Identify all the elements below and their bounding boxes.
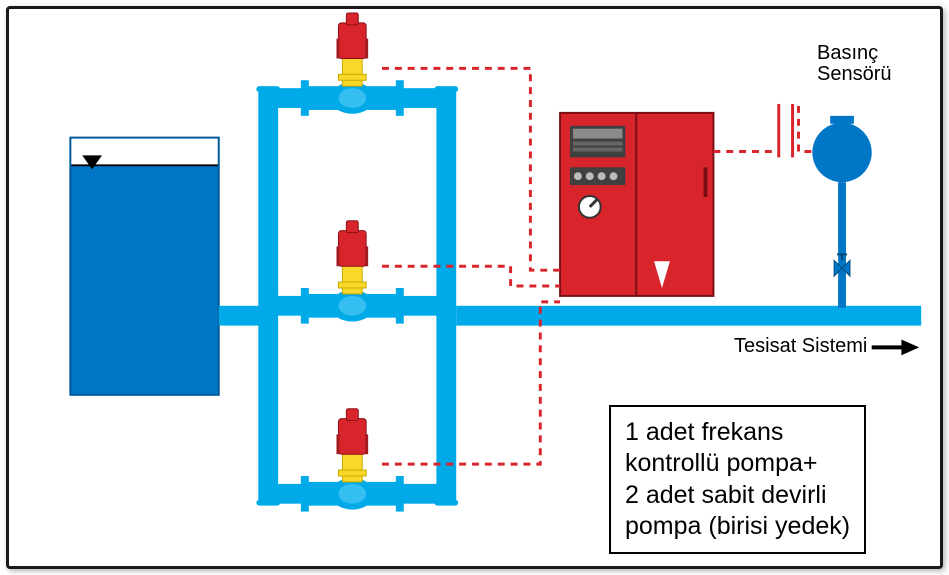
pump-1	[301, 13, 404, 116]
water-tank	[70, 138, 218, 395]
pump-3	[301, 409, 404, 512]
sensor-label: Basınç Sensörü	[817, 43, 892, 85]
system-label: Tesisat Sistemi	[734, 335, 867, 358]
control-panel	[560, 113, 713, 296]
info-line-3: 2 adet sabit devirli	[625, 480, 850, 511]
sensor-label-line2: Sensörü	[817, 63, 892, 85]
diagram-frame: Basınç Sensörü Tesisat Sistemi 1 adet fr…	[6, 6, 943, 569]
sensor-label-line1: Basınç	[817, 42, 878, 64]
pump-2	[301, 221, 404, 324]
info-box: 1 adet frekans kontrollü pompa+ 2 adet s…	[609, 405, 866, 554]
info-line-2: kontrollü pompa+	[625, 448, 850, 479]
pressure-sensor	[812, 116, 871, 308]
info-line-1: 1 adet frekans	[625, 417, 850, 448]
flow-arrow-icon	[872, 339, 919, 355]
info-line-4: pompa (birisi yedek)	[625, 511, 850, 542]
line-break-icon	[779, 104, 793, 157]
